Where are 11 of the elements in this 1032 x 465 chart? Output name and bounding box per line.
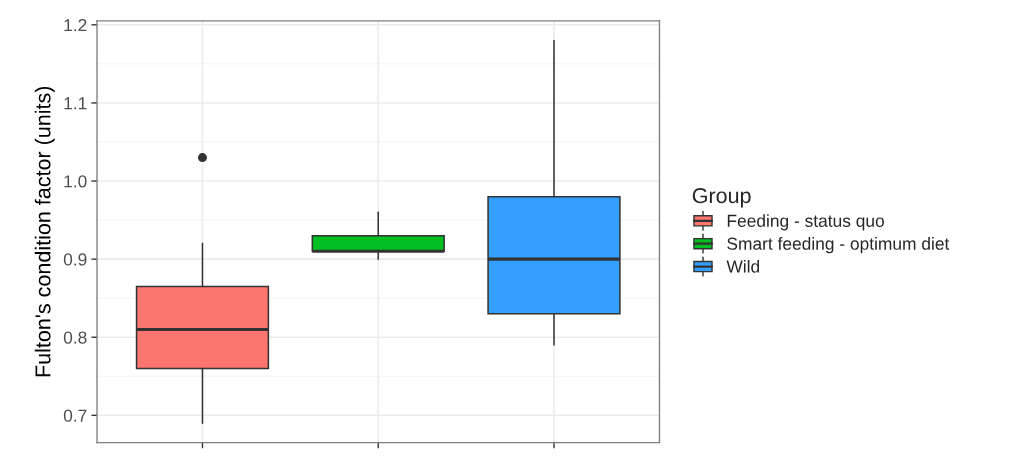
y-tick-label: 1.2 [64,19,87,32]
y-tick-label: 1.1 [64,97,87,110]
y-tick-label: 0.9 [63,253,87,266]
y-tick-label: 0.8 [63,331,87,344]
legend-label: Wild [726,259,760,273]
legend-title: Group [692,188,751,208]
legend-label: Feeding - status quo [727,214,884,231]
legend-label: Smart feeding - optimum diet [727,237,950,254]
y-tick-label: 1.0 [64,175,87,188]
y-axis-title: Fulton's condition factor (units) [34,86,55,377]
y-tick-label: 0.7 [63,409,87,422]
